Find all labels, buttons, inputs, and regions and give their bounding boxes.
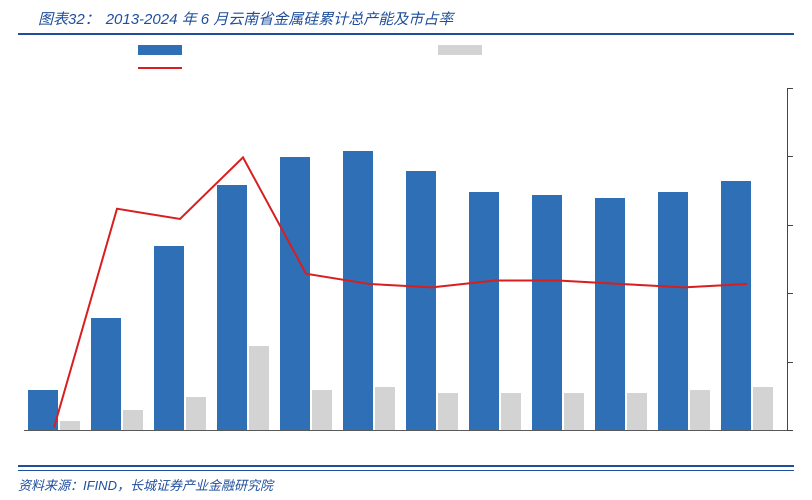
y-tick [787, 362, 793, 363]
legend-item-bar2 [438, 45, 482, 55]
source-text: IFIND，长城证券产业金融研究院 [83, 478, 273, 493]
plot-area [24, 89, 788, 431]
chart-area [18, 41, 794, 441]
x-axis [24, 430, 787, 431]
y-tick [787, 156, 793, 157]
line-layer [24, 89, 788, 431]
source-label: 资料来源： [18, 478, 83, 493]
line-series [54, 157, 747, 427]
y-tick [787, 225, 793, 226]
legend-swatch-bar2 [438, 45, 482, 55]
legend-swatch-line [138, 67, 182, 69]
y-tick [787, 293, 793, 294]
legend-swatch-bar1 [138, 45, 182, 55]
chart-title: 图表32： 2013-2024 年 6 月云南省金属硅累计总产能及市占率 [18, 0, 794, 35]
y-tick [787, 430, 793, 431]
legend-item-line [138, 67, 182, 69]
legend [18, 45, 794, 85]
legend-item-bar1 [138, 45, 182, 55]
source-footer: 资料来源：IFIND，长城证券产业金融研究院 [18, 461, 794, 494]
chart-number: 图表32： [38, 11, 100, 28]
y-tick [787, 88, 793, 89]
chart-title-text: 2013-2024 年 6 月云南省金属硅累计总产能及市占率 [106, 11, 454, 28]
